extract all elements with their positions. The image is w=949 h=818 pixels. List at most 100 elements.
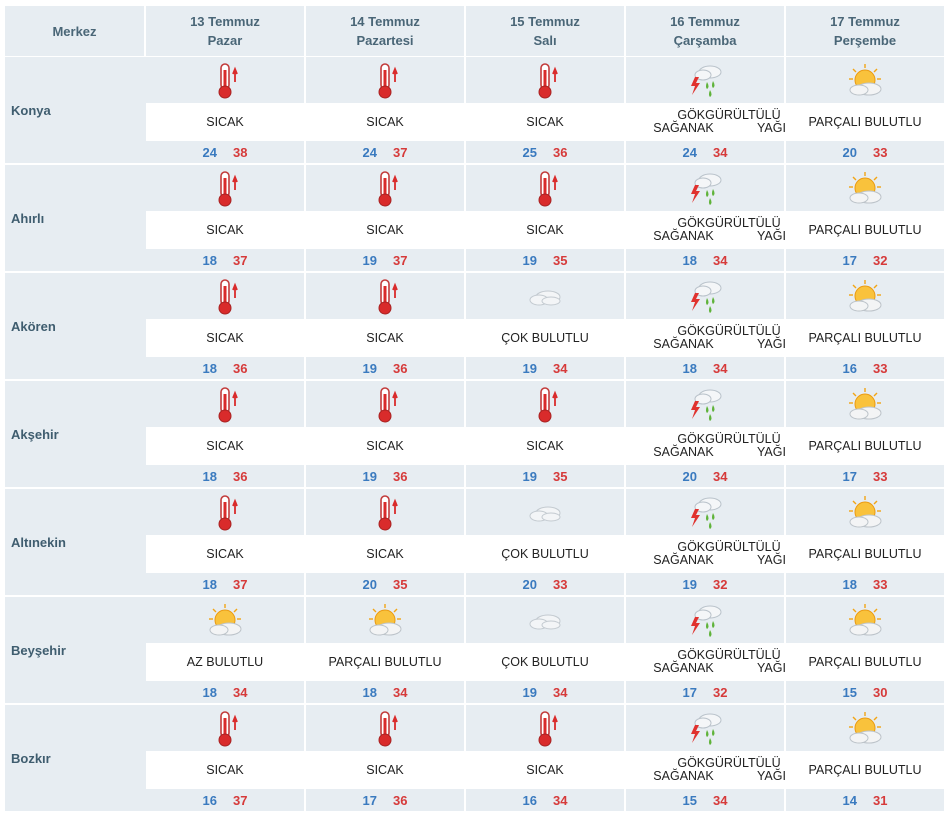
day-cell: GÖKGÜRÜLTÜLÜ SAĞANAK YAĞIŞLI 24 34: [626, 57, 832, 163]
condition-text: PARÇALI BULUTLU: [786, 643, 944, 681]
partly-cloudy-icon: [845, 709, 885, 749]
condition-text: SICAK: [466, 751, 624, 789]
icon-band: [466, 489, 624, 535]
partly-cloudy-icon: [845, 493, 885, 533]
condition-text: SICAK: [306, 103, 464, 141]
condition-text: ÇOK BULUTLU: [466, 535, 624, 573]
min-temp: 20: [682, 468, 697, 484]
thermometer-hot-icon: [365, 385, 405, 425]
thermometer-hot-icon: [365, 277, 405, 317]
max-temp: 36: [393, 360, 408, 376]
day-date: 17 Temmuz: [830, 14, 900, 29]
temperature-band: 18 37: [146, 573, 304, 595]
city-cell: Bozkır: [5, 705, 146, 811]
day-cell: SICAK 19 37: [306, 165, 464, 271]
day-cell: SICAK 19 36: [306, 273, 464, 379]
temperature-band: 17 33: [786, 465, 944, 487]
day-date: 14 Temmuz: [350, 14, 420, 29]
icon-band: [306, 165, 464, 211]
icon-band: [786, 705, 944, 751]
condition-text: SICAK: [306, 535, 464, 573]
city-row: Beyşehir AZ BULUTLU 18 34 PARÇALI BULUTLU 18 3…: [0, 597, 949, 705]
temperature-band: 18 36: [146, 465, 304, 487]
max-temp: 32: [873, 252, 888, 268]
icon-band: [146, 57, 304, 103]
min-temp: 17: [842, 252, 857, 268]
city-row: Bozkır SICAK 16 37 SICAK 17 36 SICAK 16 34 GÖKGÜRÜ…: [0, 705, 949, 813]
thermometer-hot-icon: [525, 169, 565, 209]
icon-band: [626, 381, 784, 427]
thermometer-hot-icon: [365, 493, 405, 533]
condition-text: SICAK: [146, 751, 304, 789]
temperature-band: 19 35: [466, 465, 624, 487]
day-cell: SICAK 16 37: [146, 705, 304, 811]
thunderstorm-rain-icon: [685, 709, 725, 749]
min-temp: 17: [842, 468, 857, 484]
thunderstorm-rain-icon: [685, 385, 725, 425]
city-row: Altınekin SICAK 18 37 SICAK 20 35 ÇOK BULUTLU 20…: [0, 489, 949, 597]
day-date: 16 Temmuz: [670, 14, 740, 29]
thermometer-hot-icon: [205, 169, 245, 209]
icon-band: [466, 273, 624, 319]
min-temp: 17: [362, 792, 377, 808]
icon-band: [306, 381, 464, 427]
temperature-band: 19 36: [306, 357, 464, 379]
day-cell: GÖKGÜRÜLTÜLÜ SAĞANAK YAĞIŞLI 18 34: [626, 165, 832, 271]
min-temp: 18: [842, 576, 857, 592]
day-cell: SICAK 24 38: [146, 57, 304, 163]
condition-text: SICAK: [146, 427, 304, 465]
min-temp: 18: [202, 252, 217, 268]
temperature-band: 25 36: [466, 141, 624, 163]
day-weekday: Pazar: [207, 33, 243, 48]
condition-text: SICAK: [146, 103, 304, 141]
condition-text: SICAK: [466, 427, 624, 465]
temperature-band: 14 31: [786, 789, 944, 811]
day-cell: PARÇALI BULUTLU 15 30: [786, 597, 944, 703]
condition-text: SICAK: [306, 211, 464, 249]
icon-band: [146, 381, 304, 427]
city-name: Ahırlı: [11, 211, 45, 226]
condition-text: ÇOK BULUTLU: [466, 643, 624, 681]
partly-cloudy-icon: [845, 169, 885, 209]
day-header: 13 Temmuz Pazar: [146, 6, 306, 56]
temperature-band: 18 34: [626, 357, 784, 379]
icon-band: [786, 597, 944, 643]
icon-band: [786, 489, 944, 535]
city-name: Altınekin: [11, 535, 66, 550]
max-temp: 34: [713, 792, 728, 808]
thermometer-hot-icon: [525, 385, 565, 425]
condition-text: SICAK: [146, 535, 304, 573]
city-name: Konya: [11, 103, 51, 118]
day-cell: ÇOK BULUTLU 19 34: [466, 273, 624, 379]
max-temp: 33: [873, 360, 888, 376]
day-cell: SICAK 18 37: [146, 489, 304, 595]
condition-text: SICAK: [146, 319, 304, 357]
thermometer-hot-icon: [365, 709, 405, 749]
temperature-band: 20 33: [466, 573, 624, 595]
thermometer-hot-icon: [205, 61, 245, 101]
city-row: Akşehir SICAK 18 36 SICAK 19 36 SICAK 19 35 GÖKGÜR…: [0, 381, 949, 489]
icon-band: [146, 597, 304, 643]
icon-band: [466, 381, 624, 427]
city-cell: Ahırlı: [5, 165, 146, 271]
min-temp: 16: [522, 792, 537, 808]
thunderstorm-rain-icon: [685, 601, 725, 641]
thermometer-hot-icon: [205, 385, 245, 425]
condition-text: SICAK: [146, 211, 304, 249]
partly-cloudy-icon: [845, 601, 885, 641]
temperature-band: 18 34: [626, 249, 784, 271]
min-temp: 18: [682, 252, 697, 268]
condition-text: SICAK: [306, 751, 464, 789]
icon-band: [626, 273, 784, 319]
temperature-band: 18 36: [146, 357, 304, 379]
temperature-band: 19 34: [466, 357, 624, 379]
min-temp: 19: [522, 468, 537, 484]
min-temp: 24: [202, 144, 217, 160]
min-temp: 20: [522, 576, 537, 592]
icon-band: [466, 57, 624, 103]
day-date: 13 Temmuz: [190, 14, 260, 29]
icon-band: [786, 273, 944, 319]
temperature-band: 17 36: [306, 789, 464, 811]
day-cell: SICAK 25 36: [466, 57, 624, 163]
city-name: Bozkır: [11, 751, 51, 766]
